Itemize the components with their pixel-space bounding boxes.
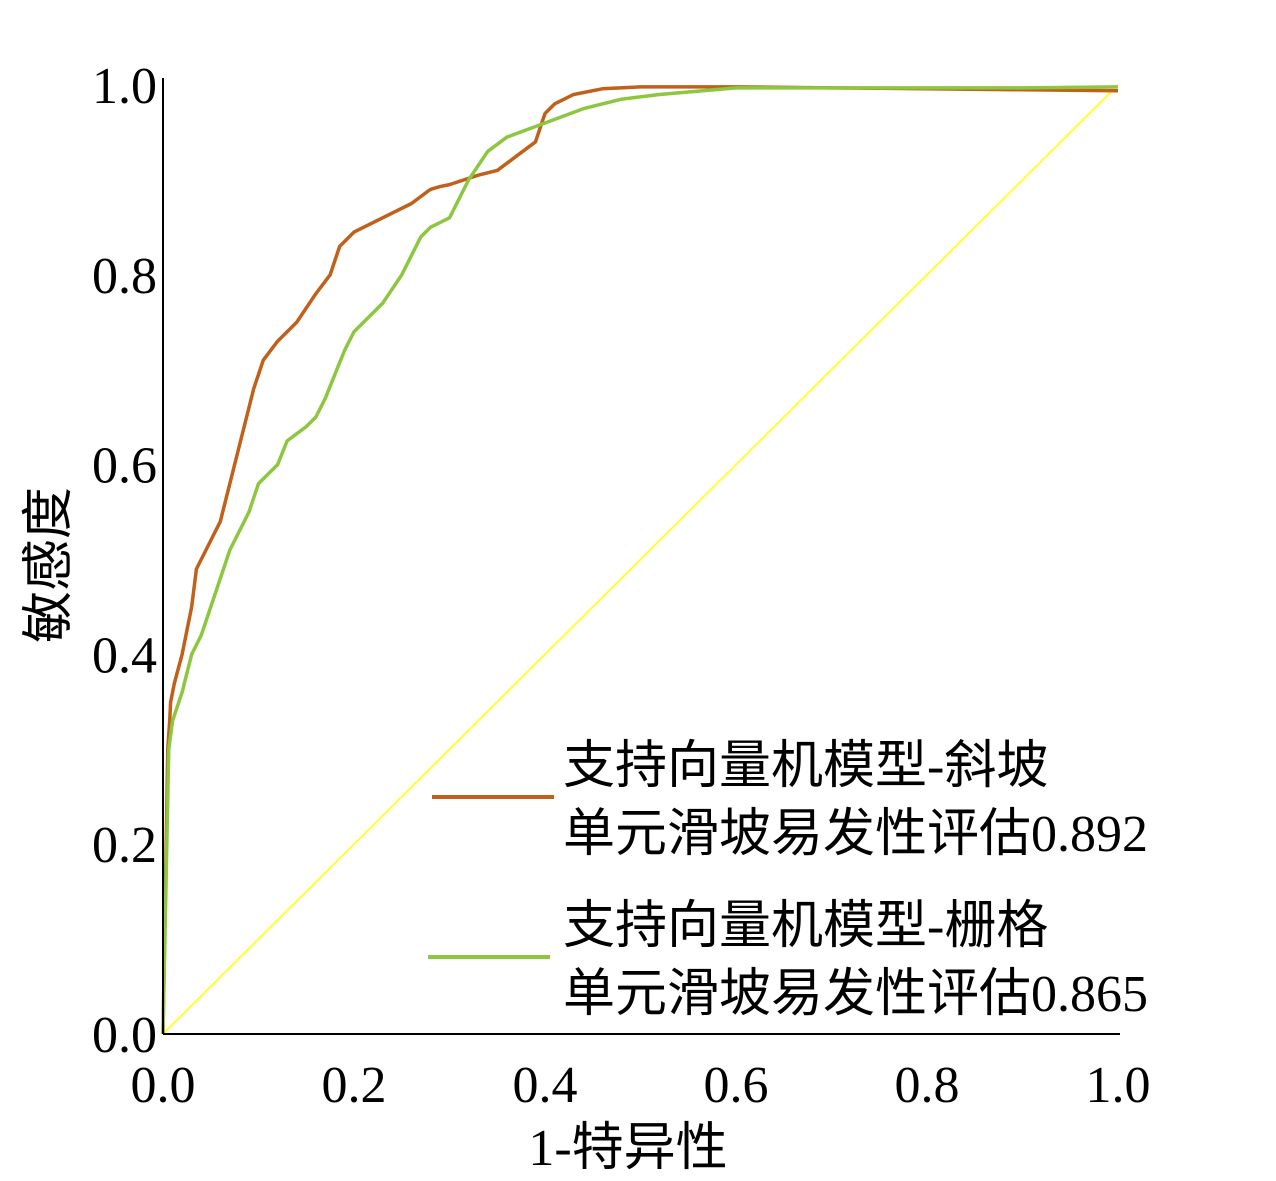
x-axis-title: 1-特异性 xyxy=(528,1120,727,1177)
reference-diagonal-line xyxy=(162,84,1119,1035)
x-tick-label: 0.2 xyxy=(322,1057,387,1114)
x-tick-label: 0.6 xyxy=(704,1057,769,1114)
axes-layer xyxy=(162,78,1120,1035)
legend-label-series-2-line-2: 单元滑坡易发性评估0.865 xyxy=(563,966,1148,1023)
legend: 支持向量机模型-斜坡 单元滑坡易发性评估0.892 支持向量机模型-栅格 单元滑… xyxy=(428,738,1148,1023)
reference-diagonal-layer xyxy=(162,84,1119,1035)
x-tick-label: 0.8 xyxy=(895,1057,960,1114)
legend-label-series-1-line-1: 支持向量机模型-斜坡 xyxy=(563,738,1048,795)
tick-label-layer: 0.0 0.2 0.4 0.6 0.8 1.0 0.0 0.2 0.4 0.6 0.8 1.0 xyxy=(92,58,1151,1114)
series-line-2 xyxy=(161,85,1119,1035)
y-axis-title: 敏感度 xyxy=(21,487,78,643)
x-tick-label: 0.4 xyxy=(513,1057,578,1114)
series-layer xyxy=(161,85,1119,1035)
y-tick-label: 1.0 xyxy=(92,58,157,115)
legend-label-series-2-line-1: 支持向量机模型-栅格 xyxy=(563,898,1048,955)
y-tick-label: 0.6 xyxy=(92,438,157,495)
legend-label-series-1-line-2: 单元滑坡易发性评估0.892 xyxy=(563,806,1148,863)
y-tick-label: 0.0 xyxy=(92,1007,157,1064)
series-line-1 xyxy=(161,85,1119,1035)
x-tick-label: 0.0 xyxy=(131,1057,196,1114)
y-tick-label: 0.2 xyxy=(92,817,157,874)
y-tick-label: 0.8 xyxy=(92,248,157,305)
x-tick-label: 1.0 xyxy=(1086,1057,1151,1114)
y-tick-label: 0.4 xyxy=(92,627,157,684)
